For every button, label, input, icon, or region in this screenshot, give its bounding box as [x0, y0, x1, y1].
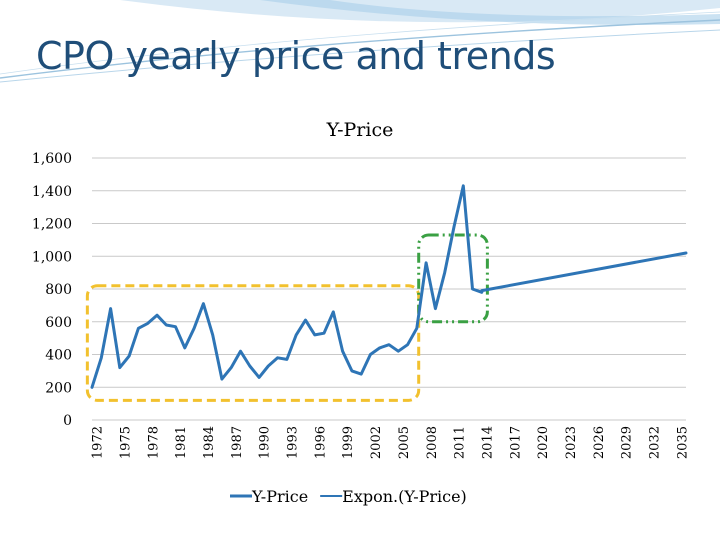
x-tick-label: 1996 [313, 426, 328, 459]
x-tick-label: 2020 [536, 426, 551, 459]
y-tick-label: 0 [63, 413, 72, 429]
x-tick-label: 1999 [341, 426, 356, 459]
x-tick-label: 2014 [480, 426, 495, 459]
y-tick-label: 1,400 [32, 184, 72, 200]
series-y-price-line [90, 184, 484, 389]
x-tick-label: 1981 [174, 426, 189, 459]
legend: Y-Price Expon.(Y-Price) [230, 487, 467, 506]
legend-label: Expon.(Y-Price) [342, 487, 467, 506]
series-expon-trend-line [480, 251, 688, 293]
x-tick-label: 2035 [675, 426, 690, 459]
slide-title: CPO yearly price and trends [36, 34, 556, 78]
yellow-highlight-box [85, 284, 421, 402]
x-tick-label: 1987 [230, 426, 245, 459]
legend-label: Y-Price [251, 487, 308, 506]
header-swoosh-decoration [0, 0, 720, 83]
x-tick-label: 1984 [202, 426, 217, 459]
y-axis-tick-labels: 0 200 400 600 800 1,000 1,200 1,400 1,600 [32, 151, 72, 429]
green-highlight-box [417, 233, 489, 324]
chart-title: Y-Price [326, 119, 394, 141]
x-tick-label: 1972 [91, 426, 106, 459]
x-tick-label: 1978 [146, 426, 161, 459]
y-tick-label: 600 [45, 315, 72, 331]
gridlines [92, 157, 686, 421]
x-tick-label: 2008 [425, 426, 440, 459]
x-tick-label: 2017 [508, 426, 523, 459]
x-tick-label: 2032 [648, 426, 663, 459]
series-lines [90, 184, 688, 389]
x-tick-label: 2002 [369, 426, 384, 459]
x-tick-label: 2026 [592, 426, 607, 459]
x-tick-label: 2023 [564, 426, 579, 459]
x-axis-tick-labels: 1972 1975 1978 1981 1984 1987 1990 1993 1996 1999… [91, 426, 691, 459]
y-tick-label: 800 [45, 282, 72, 298]
x-tick-label: 2011 [453, 426, 468, 459]
x-tick-label: 2005 [397, 426, 412, 459]
x-tick-label: 2029 [620, 426, 635, 459]
y-tick-label: 1,600 [32, 151, 72, 167]
y-tick-label: 1,000 [32, 249, 72, 265]
x-tick-label: 1975 [118, 426, 133, 459]
x-tick-label: 1990 [258, 426, 273, 459]
y-tick-label: 1,200 [32, 217, 72, 233]
y-tick-label: 400 [45, 348, 72, 364]
highlight-boxes [85, 233, 489, 402]
x-tick-label: 1993 [286, 426, 301, 459]
y-tick-label: 200 [45, 380, 72, 396]
